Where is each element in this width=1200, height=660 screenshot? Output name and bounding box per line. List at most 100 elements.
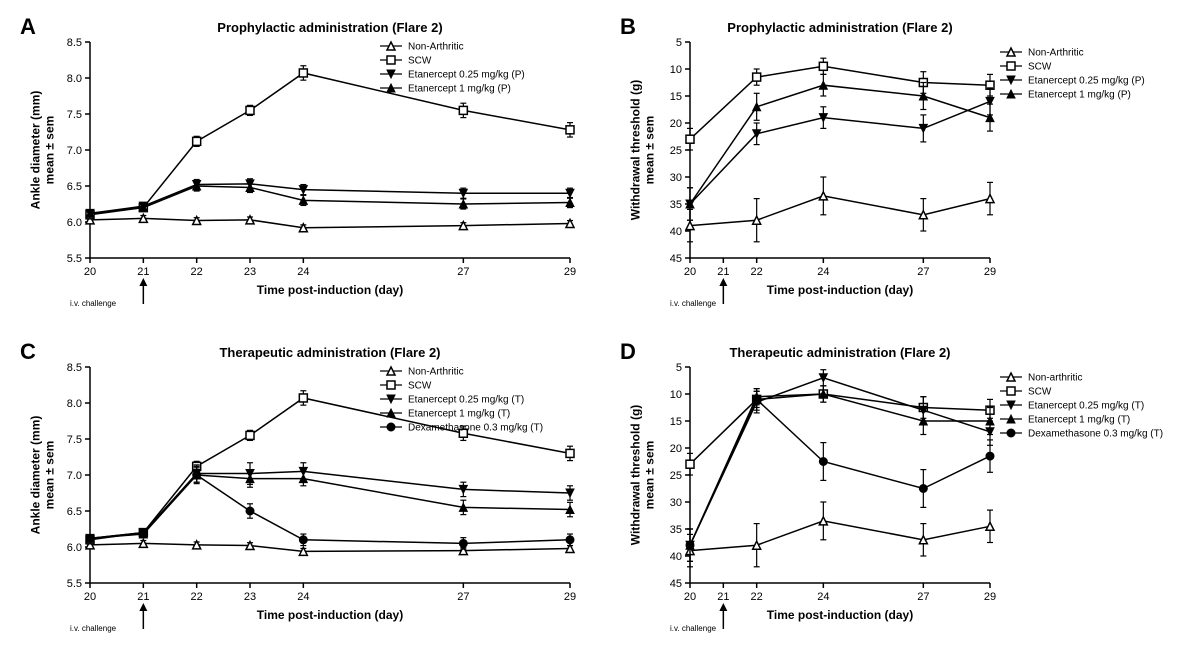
svg-text:20: 20 xyxy=(670,443,682,455)
svg-text:i.v. challenge: i.v. challenge xyxy=(70,624,117,633)
svg-text:23: 23 xyxy=(244,266,256,278)
panel-letter-C: C xyxy=(20,339,36,365)
svg-text:5: 5 xyxy=(676,362,682,374)
svg-text:6.0: 6.0 xyxy=(67,542,82,554)
svg-text:21: 21 xyxy=(137,591,149,603)
svg-text:6.0: 6.0 xyxy=(67,217,82,229)
svg-text:Therapeutic administration (Fl: Therapeutic administration (Flare 2) xyxy=(219,345,440,360)
svg-text:20: 20 xyxy=(684,266,696,278)
svg-text:7.5: 7.5 xyxy=(67,434,82,446)
svg-text:24: 24 xyxy=(297,266,309,278)
svg-text:27: 27 xyxy=(457,591,469,603)
svg-text:7.5: 7.5 xyxy=(67,109,82,121)
chart-B: Prophylactic administration (Flare 2) 20 2… xyxy=(620,20,1180,310)
svg-text:Dexamethasone 0.3 mg/kg (T): Dexamethasone 0.3 mg/kg (T) xyxy=(408,423,543,434)
svg-text:Time post-induction (day): Time post-induction (day) xyxy=(767,608,913,622)
svg-text:21: 21 xyxy=(717,266,729,278)
panel-letter-D: D xyxy=(620,339,636,365)
svg-text:5.5: 5.5 xyxy=(67,578,82,590)
svg-text:35: 35 xyxy=(670,524,682,536)
svg-text:45: 45 xyxy=(670,578,682,590)
svg-text:22: 22 xyxy=(191,591,203,603)
svg-text:23: 23 xyxy=(244,591,256,603)
svg-text:20: 20 xyxy=(684,591,696,603)
svg-text:Etanercept 0.25 mg/kg (P): Etanercept 0.25 mg/kg (P) xyxy=(408,70,525,81)
svg-text:Therapeutic administration (Fl: Therapeutic administration (Flare 2) xyxy=(729,345,950,360)
svg-text:Etanercept 1 mg/kg (P): Etanercept 1 mg/kg (P) xyxy=(408,84,511,95)
svg-text:Non-Arthritic: Non-Arthritic xyxy=(1028,48,1084,59)
panel-letter-B: B xyxy=(620,14,636,40)
svg-text:Ankle diameter (mm)mean ± sem: Ankle diameter (mm)mean ± sem xyxy=(29,416,57,535)
svg-text:25: 25 xyxy=(670,470,682,482)
svg-text:5.5: 5.5 xyxy=(67,253,82,265)
svg-text:20: 20 xyxy=(84,266,96,278)
svg-text:29: 29 xyxy=(984,591,996,603)
panel-D: D Therapeutic administration (Flare 2)20… xyxy=(620,345,1180,640)
svg-text:Prophylactic administration (F: Prophylactic administration (Flare 2) xyxy=(727,20,952,35)
svg-text:Etanercept 0.25 mg/kg (T): Etanercept 0.25 mg/kg (T) xyxy=(1028,401,1144,412)
svg-text:15: 15 xyxy=(670,91,682,103)
svg-text:Withdrawal threshold (g)mean ±: Withdrawal threshold (g)mean ± sem xyxy=(629,405,657,546)
svg-text:Time post-induction (day): Time post-induction (day) xyxy=(767,283,913,297)
svg-text:21: 21 xyxy=(137,266,149,278)
svg-text:Prophylactic administration (F: Prophylactic administration (Flare 2) xyxy=(217,20,442,35)
svg-text:SCW: SCW xyxy=(408,56,432,67)
svg-text:Etanercept 0.25 mg/kg (P): Etanercept 0.25 mg/kg (P) xyxy=(1028,76,1145,87)
svg-text:Etanercept 1 mg/kg (P): Etanercept 1 mg/kg (P) xyxy=(1028,90,1131,101)
chart-grid: A Prophylactic administration (Flare 2)2… xyxy=(20,20,1180,640)
svg-text:20: 20 xyxy=(84,591,96,603)
svg-text:22: 22 xyxy=(191,266,203,278)
panel-letter-A: A xyxy=(20,14,36,40)
svg-text:SCW: SCW xyxy=(1028,62,1052,73)
svg-text:Withdrawal threshold (g)mean ±: Withdrawal threshold (g)mean ± sem xyxy=(629,80,657,221)
svg-text:22: 22 xyxy=(751,591,763,603)
panel-B: B Prophylactic administration (Flare 2)2… xyxy=(620,20,1180,315)
svg-text:10: 10 xyxy=(670,64,682,76)
svg-text:24: 24 xyxy=(817,591,829,603)
svg-text:Non-Arthritic: Non-Arthritic xyxy=(408,367,464,378)
svg-text:8.5: 8.5 xyxy=(67,362,82,374)
svg-text:Etanercept 1 mg/kg (T): Etanercept 1 mg/kg (T) xyxy=(1028,415,1130,426)
svg-text:Time post-induction (day): Time post-induction (day) xyxy=(257,283,403,297)
svg-text:35: 35 xyxy=(670,199,682,211)
svg-text:6.5: 6.5 xyxy=(67,506,82,518)
svg-text:30: 30 xyxy=(670,497,682,509)
svg-text:29: 29 xyxy=(984,266,996,278)
svg-text:40: 40 xyxy=(670,551,682,563)
svg-text:27: 27 xyxy=(917,591,929,603)
svg-text:Non-Arthritic: Non-Arthritic xyxy=(408,42,464,53)
svg-text:i.v. challenge: i.v. challenge xyxy=(670,299,717,308)
chart-C: Therapeutic administration (Flare 2) 20 21… xyxy=(20,345,580,635)
svg-text:8.0: 8.0 xyxy=(67,73,82,85)
svg-text:40: 40 xyxy=(670,226,682,238)
svg-text:Ankle diameter (mm)mean ± sem: Ankle diameter (mm)mean ± sem xyxy=(29,91,57,210)
svg-text:8.0: 8.0 xyxy=(67,398,82,410)
svg-text:45: 45 xyxy=(670,253,682,265)
svg-text:24: 24 xyxy=(297,591,309,603)
svg-text:7.0: 7.0 xyxy=(67,470,82,482)
svg-text:29: 29 xyxy=(564,266,576,278)
panel-A: A Prophylactic administration (Flare 2)2… xyxy=(20,20,580,315)
svg-text:8.5: 8.5 xyxy=(67,37,82,49)
svg-text:Time post-induction (day): Time post-induction (day) xyxy=(257,608,403,622)
svg-text:6.5: 6.5 xyxy=(67,181,82,193)
svg-text:Non-arthritic: Non-arthritic xyxy=(1028,373,1082,384)
panel-C: C Therapeutic administration (Flare 2)20… xyxy=(20,345,580,640)
svg-text:10: 10 xyxy=(670,389,682,401)
svg-text:24: 24 xyxy=(817,266,829,278)
svg-text:Dexamethasone 0.3 mg/kg (T): Dexamethasone 0.3 mg/kg (T) xyxy=(1028,429,1163,440)
svg-text:7.0: 7.0 xyxy=(67,145,82,157)
svg-text:i.v. challenge: i.v. challenge xyxy=(70,299,117,308)
svg-text:20: 20 xyxy=(670,118,682,130)
svg-text:5: 5 xyxy=(676,37,682,49)
svg-text:29: 29 xyxy=(564,591,576,603)
svg-text:30: 30 xyxy=(670,172,682,184)
svg-text:i.v. challenge: i.v. challenge xyxy=(670,624,717,633)
svg-text:SCW: SCW xyxy=(1028,387,1052,398)
chart-D: Therapeutic administration (Flare 2)2021… xyxy=(620,345,1180,635)
svg-text:SCW: SCW xyxy=(408,381,432,392)
svg-text:22: 22 xyxy=(751,266,763,278)
svg-text:27: 27 xyxy=(457,266,469,278)
chart-A: Prophylactic administration (Flare 2) 20 2… xyxy=(20,20,580,310)
svg-text:15: 15 xyxy=(670,416,682,428)
